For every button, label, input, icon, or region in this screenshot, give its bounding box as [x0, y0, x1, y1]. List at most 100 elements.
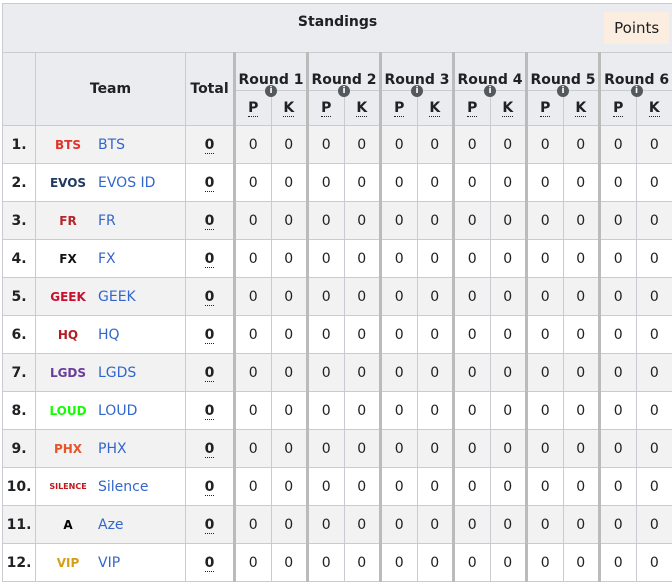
score-cell: 0 — [636, 468, 672, 506]
score-cell: 0 — [636, 164, 672, 202]
k-header[interactable]: K — [636, 91, 672, 126]
k-header[interactable]: K — [417, 91, 454, 126]
score-cell: 0 — [235, 392, 272, 430]
info-icon[interactable]: i — [631, 85, 643, 97]
score-cell: 0 — [454, 126, 491, 164]
score-cell: 0 — [308, 354, 345, 392]
score-cell: 0 — [636, 240, 672, 278]
score-cell: 0 — [271, 202, 308, 240]
score-cell: 0 — [454, 468, 491, 506]
score-cell: 0 — [235, 506, 272, 544]
team-link[interactable]: BTS — [98, 137, 125, 153]
team-logo-icon: FX — [48, 246, 88, 272]
p-header[interactable]: P — [600, 91, 637, 126]
points-button[interactable]: Points — [604, 12, 669, 44]
team-link[interactable]: GEEK — [98, 289, 136, 305]
score-cell: 0 — [344, 392, 381, 430]
score-cell: 0 — [454, 430, 491, 468]
score-cell: 0 — [454, 202, 491, 240]
score-cell: 0 — [600, 316, 637, 354]
rank: 11. — [3, 506, 36, 544]
score-cell: 0 — [381, 316, 418, 354]
score-cell: 0 — [344, 240, 381, 278]
total-cell: 0 — [186, 506, 235, 544]
team-logo-icon: GEEK — [48, 284, 88, 310]
score-cell: 0 — [527, 354, 564, 392]
team-link[interactable]: Silence — [98, 479, 148, 495]
team-logo-icon: VIP — [48, 550, 88, 576]
p-header[interactable]: P — [527, 91, 564, 126]
team-link[interactable]: EVOS ID — [98, 175, 155, 191]
score-cell: 0 — [381, 506, 418, 544]
team-logo-icon: A — [48, 512, 88, 538]
p-header[interactable]: P — [308, 91, 345, 126]
rank: 7. — [3, 354, 36, 392]
k-header[interactable]: K — [563, 91, 600, 126]
score-cell: 0 — [636, 354, 672, 392]
score-cell: 0 — [527, 202, 564, 240]
score-cell: 0 — [563, 240, 600, 278]
score-cell: 0 — [417, 506, 454, 544]
score-cell: 0 — [417, 240, 454, 278]
team-logo-icon: EVOS — [48, 170, 88, 196]
score-cell: 0 — [235, 202, 272, 240]
score-cell: 0 — [381, 278, 418, 316]
score-cell: 0 — [490, 278, 527, 316]
score-cell: 0 — [417, 392, 454, 430]
score-cell: 0 — [527, 430, 564, 468]
team-link[interactable]: Aze — [98, 517, 124, 533]
score-cell: 0 — [235, 468, 272, 506]
k-header[interactable]: K — [271, 91, 308, 126]
score-cell: 0 — [636, 544, 672, 582]
p-header[interactable]: P — [235, 91, 272, 126]
total-header[interactable]: Total — [186, 53, 235, 126]
score-cell: 0 — [490, 544, 527, 582]
score-cell: 0 — [527, 506, 564, 544]
team-link[interactable]: VIP — [98, 555, 120, 571]
team-header[interactable]: Team — [36, 53, 186, 126]
score-cell: 0 — [271, 164, 308, 202]
score-cell: 0 — [271, 506, 308, 544]
score-cell: 0 — [636, 392, 672, 430]
score-cell: 0 — [490, 506, 527, 544]
info-icon[interactable]: i — [557, 85, 569, 97]
info-icon[interactable]: i — [265, 85, 277, 97]
p-header[interactable]: P — [381, 91, 418, 126]
score-cell: 0 — [417, 430, 454, 468]
info-icon[interactable]: i — [484, 85, 496, 97]
team-link[interactable]: LGDS — [98, 365, 136, 381]
score-cell: 0 — [344, 544, 381, 582]
team-link[interactable]: PHX — [98, 441, 127, 457]
team-link[interactable]: FR — [98, 213, 116, 229]
k-header[interactable]: K — [490, 91, 527, 126]
rank: 9. — [3, 430, 36, 468]
score-cell: 0 — [344, 164, 381, 202]
score-cell: 0 — [490, 240, 527, 278]
score-cell: 0 — [417, 354, 454, 392]
score-cell: 0 — [527, 468, 564, 506]
team-link[interactable]: LOUD — [98, 403, 137, 419]
score-cell: 0 — [454, 544, 491, 582]
score-cell: 0 — [563, 506, 600, 544]
info-icon[interactable]: i — [411, 85, 423, 97]
p-header[interactable]: P — [454, 91, 491, 126]
score-cell: 0 — [527, 392, 564, 430]
team-link[interactable]: HQ — [98, 327, 120, 343]
score-cell: 0 — [600, 126, 637, 164]
score-cell: 0 — [454, 278, 491, 316]
score-cell: 0 — [271, 278, 308, 316]
score-cell: 0 — [271, 240, 308, 278]
info-icon[interactable]: i — [338, 85, 350, 97]
score-cell: 0 — [308, 240, 345, 278]
k-header[interactable]: K — [344, 91, 381, 126]
score-cell: 0 — [417, 126, 454, 164]
team-link[interactable]: FX — [98, 251, 116, 267]
